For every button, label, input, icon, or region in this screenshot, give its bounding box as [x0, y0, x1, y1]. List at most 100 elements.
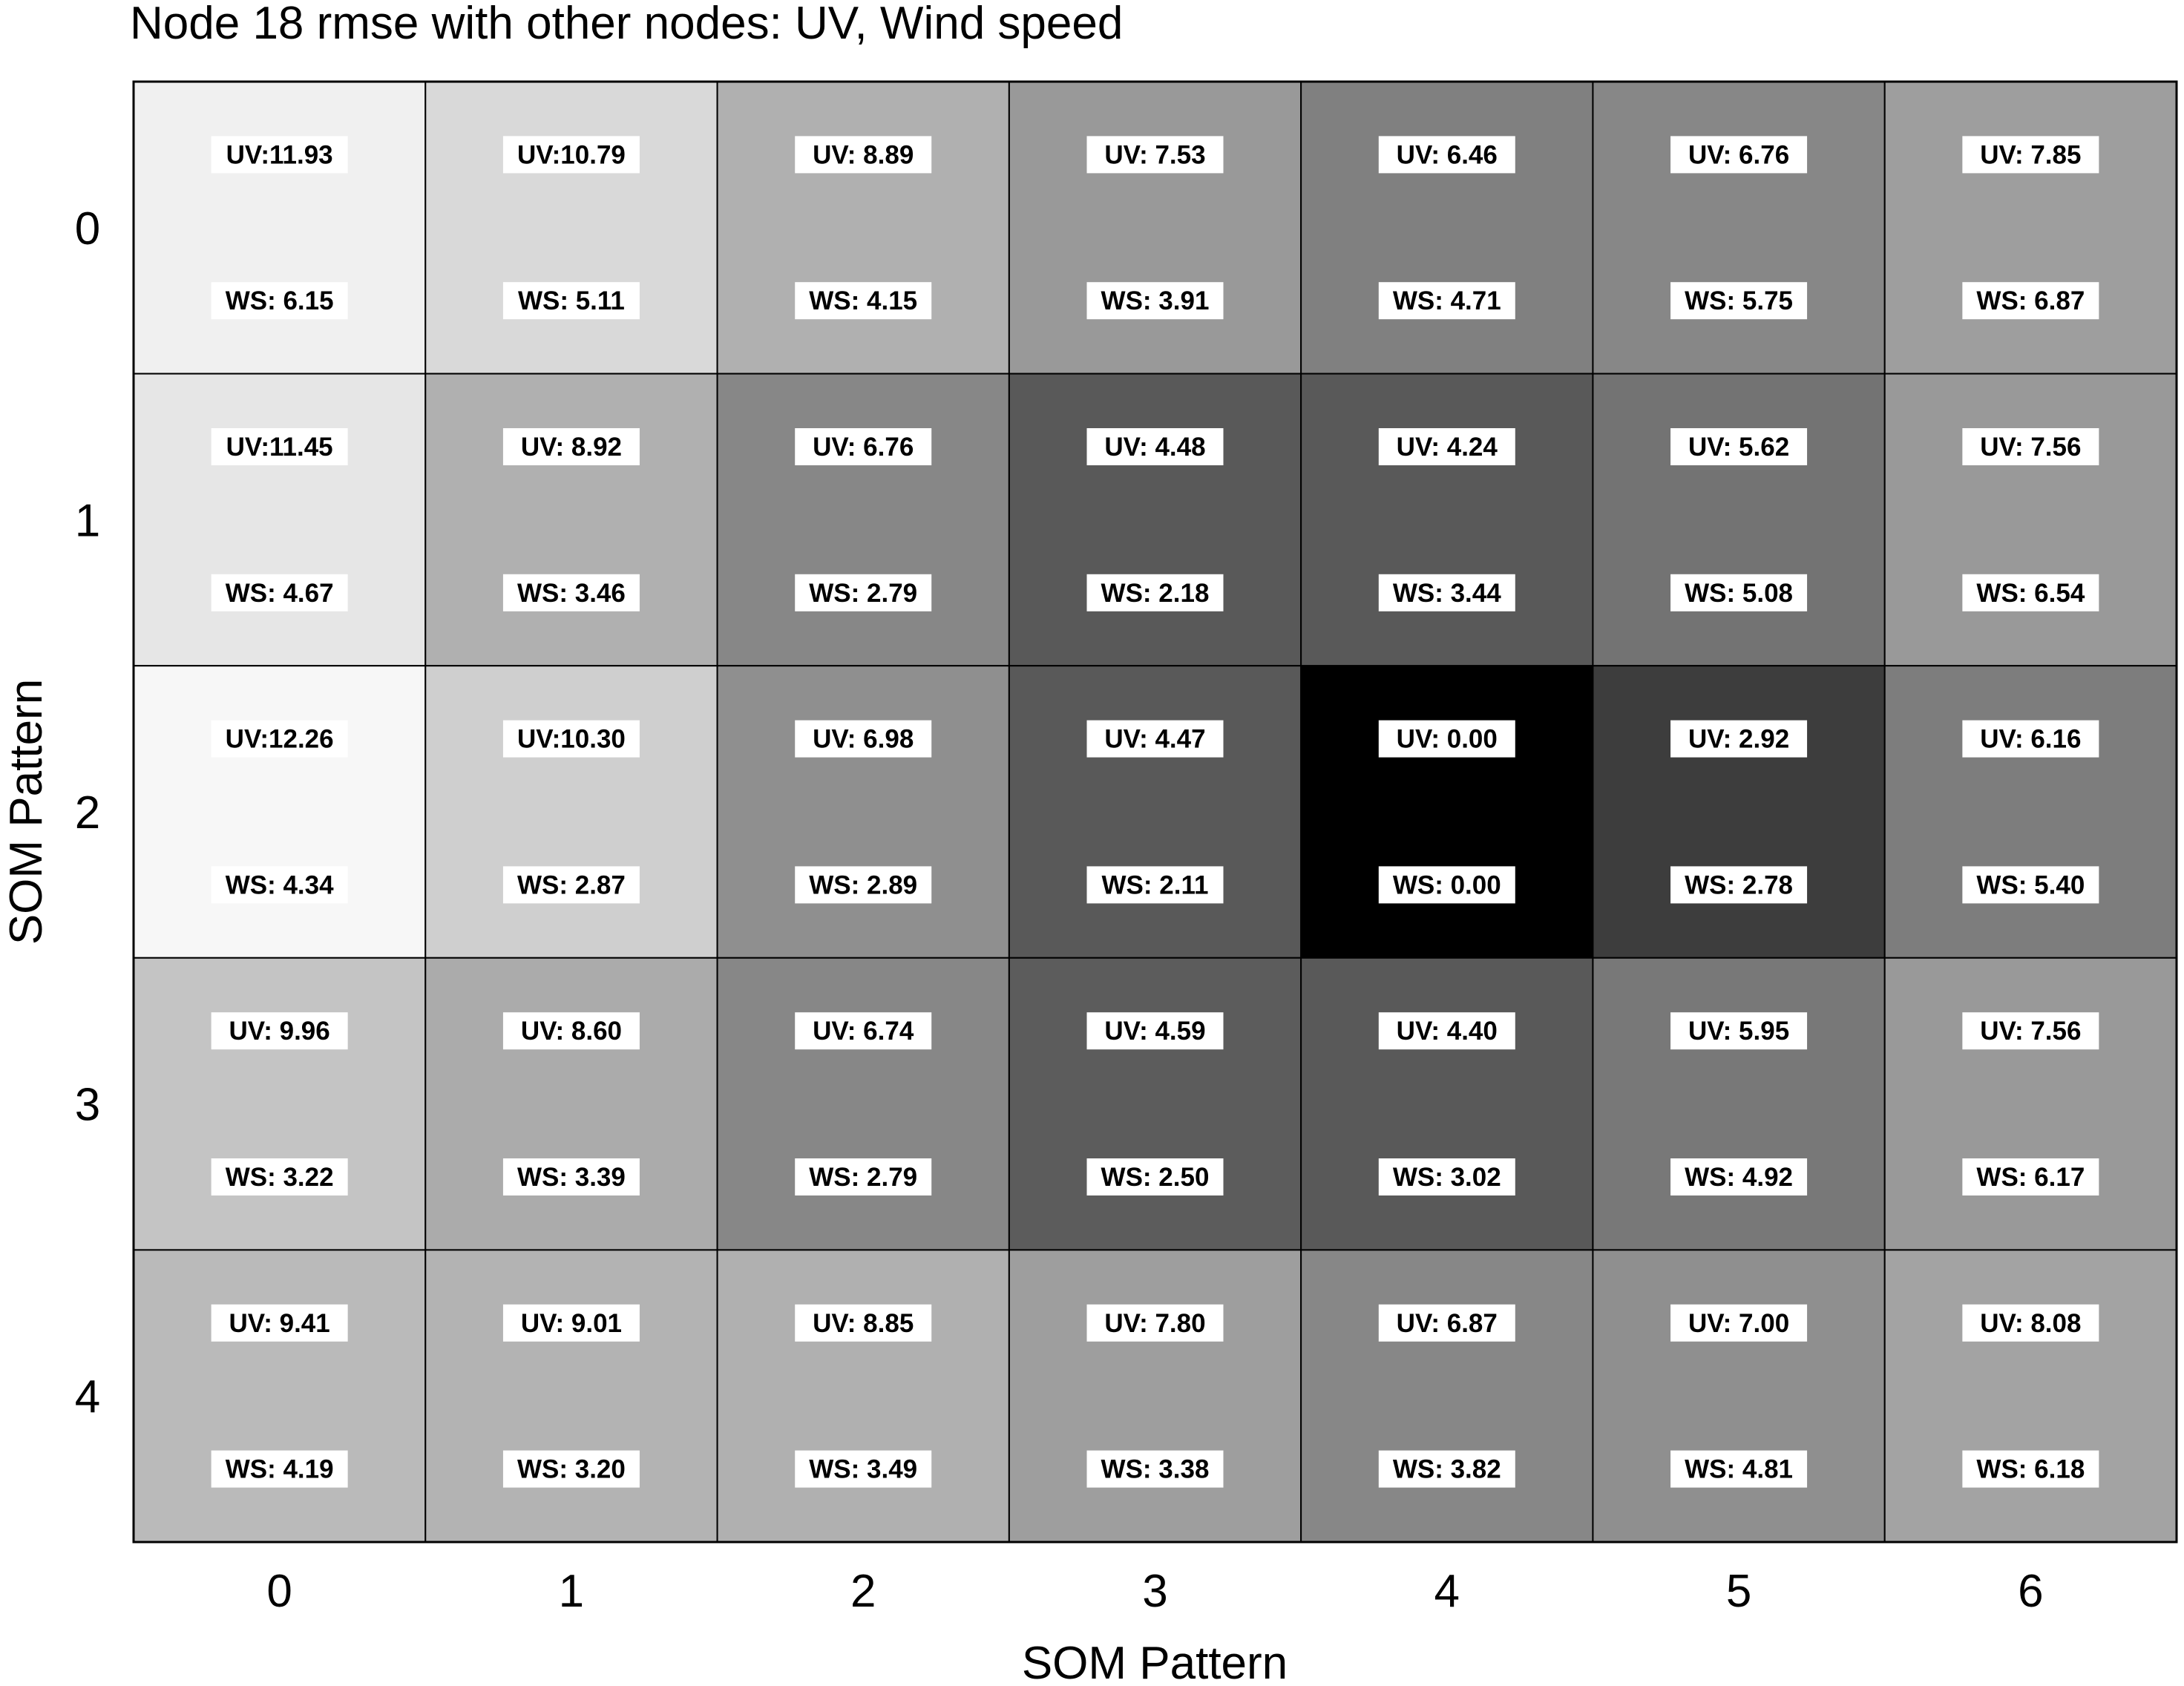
- x-tick-label: 3: [1142, 1566, 1167, 1617]
- ws-label: WS: 0.00: [1393, 870, 1501, 899]
- heatmap-cell: UV: 4.59 WS: 2.50: [1008, 957, 1302, 1251]
- ws-label: WS: 6.17: [1976, 1163, 2085, 1192]
- uv-label: UV: 2.92: [1688, 725, 1789, 754]
- heatmap-cell: UV:11.45 WS: 4.67: [133, 373, 427, 667]
- heatmap-cell: UV: 7.80 WS: 3.38: [1008, 1249, 1302, 1544]
- cell-rect: [1592, 373, 1886, 667]
- heatmap-cell: UV:12.26 WS: 4.34: [133, 665, 427, 959]
- ws-label-bg: [1962, 282, 2099, 320]
- uv-label: UV: 5.95: [1688, 1017, 1789, 1046]
- uv-label-bg: [1378, 428, 1515, 465]
- cell-rect: [1883, 665, 2178, 959]
- uv-label: UV: 4.24: [1397, 433, 1498, 462]
- cell-rect: [424, 957, 718, 1251]
- uv-label: UV: 4.47: [1104, 725, 1205, 754]
- cell-rect: [1592, 81, 1886, 375]
- cell-rect: [716, 957, 1010, 1251]
- x-tick-label: 0: [266, 1566, 292, 1617]
- cell-rect: [133, 373, 427, 667]
- ws-label-bg: [211, 574, 348, 611]
- ws-label-bg: [1962, 1450, 2099, 1488]
- y-tick-label: 3: [75, 1080, 100, 1131]
- uv-label-bg: [1962, 1012, 2099, 1050]
- ws-label: WS: 4.34: [226, 870, 334, 899]
- ws-label: WS: 5.11: [518, 286, 625, 315]
- cell-rect: [133, 957, 427, 1251]
- uv-label-bg: [1962, 1304, 2099, 1342]
- y-tick-label: 1: [75, 495, 100, 546]
- uv-label: UV: 5.62: [1688, 433, 1789, 462]
- ws-label-bg: [502, 282, 640, 320]
- uv-label-bg: [211, 136, 348, 174]
- y-tick-label: 0: [75, 203, 100, 255]
- cell-rect: [424, 373, 718, 667]
- ws-label-bg: [1670, 1158, 1808, 1195]
- uv-label: UV: 7.00: [1688, 1309, 1789, 1338]
- cell-rect: [1008, 957, 1302, 1251]
- ws-label: WS: 3.46: [517, 579, 626, 608]
- ws-label: WS: 4.67: [226, 579, 334, 608]
- ws-label: WS: 3.44: [1393, 579, 1501, 608]
- cell-rect: [1008, 81, 1302, 375]
- heatmap-cell: UV: 2.92 WS: 2.78: [1592, 665, 1886, 959]
- ws-label: WS: 2.78: [1685, 870, 1793, 899]
- ws-label-bg: [1378, 1450, 1515, 1488]
- uv-label-bg: [1378, 136, 1515, 174]
- uv-label-bg: [1962, 720, 2099, 758]
- ws-label-bg: [1378, 282, 1515, 320]
- cell-rect: [716, 373, 1010, 667]
- uv-label: UV: 6.98: [813, 725, 914, 754]
- ws-label-bg: [795, 866, 932, 904]
- ws-label-bg: [1086, 866, 1224, 904]
- heatmap-cells: UV:11.93 WS: 6.15 UV:10.79 WS: 5.11 UV: 8.89…: [133, 81, 2178, 1544]
- cell-rect: [716, 81, 1010, 375]
- ws-label: WS: 2.89: [809, 870, 917, 899]
- cell-rect: [1592, 957, 1886, 1251]
- ws-label: WS: 2.11: [1102, 870, 1209, 899]
- ws-label-bg: [1086, 282, 1224, 320]
- ws-label-bg: [502, 866, 640, 904]
- ws-label: WS: 6.54: [1976, 579, 2085, 608]
- cell-rect: [1883, 373, 2178, 667]
- ws-label: WS: 2.79: [809, 1163, 917, 1192]
- ws-label: WS: 2.87: [517, 870, 626, 899]
- ws-label: WS: 3.91: [1101, 286, 1210, 315]
- ws-label-bg: [1086, 1158, 1224, 1195]
- ws-label-bg: [795, 1450, 932, 1488]
- uv-label: UV: 8.85: [813, 1309, 914, 1338]
- heatmap-cell: UV: 5.62 WS: 5.08: [1592, 373, 1886, 667]
- ws-label-bg: [1670, 1450, 1808, 1488]
- cell-rect: [424, 665, 718, 959]
- uv-label: UV: 6.16: [1980, 725, 2081, 754]
- ws-label: WS: 3.82: [1393, 1455, 1501, 1484]
- plot-frame: [132, 80, 2178, 1544]
- uv-label-bg: [795, 428, 932, 465]
- uv-label: UV: 7.56: [1980, 1017, 2081, 1046]
- uv-label: UV: 4.48: [1104, 433, 1205, 462]
- ws-label: WS: 6.87: [1976, 286, 2085, 315]
- heatmap-cell: UV: 6.46 WS: 4.71: [1300, 81, 1594, 375]
- cell-rect: [133, 1249, 427, 1544]
- cell-rect: [716, 665, 1010, 959]
- uv-label-bg: [211, 428, 348, 465]
- x-tick-label: 5: [1726, 1566, 1751, 1617]
- ws-label: WS: 4.19: [226, 1455, 334, 1484]
- ws-label-bg: [795, 574, 932, 611]
- ws-label: WS: 6.15: [226, 286, 334, 315]
- uv-label: UV: 7.80: [1104, 1309, 1205, 1338]
- heatmap-cell: UV: 7.56 WS: 6.54: [1883, 373, 2178, 667]
- ws-label-bg: [502, 1158, 640, 1195]
- heatmap-cell: UV: 9.41 WS: 4.19: [133, 1249, 427, 1544]
- uv-label-bg: [502, 1304, 640, 1342]
- uv-label-bg: [1670, 1012, 1808, 1050]
- heatmap-cell: UV: 8.89 WS: 4.15: [716, 81, 1010, 375]
- heatmap-cell: UV:10.79 WS: 5.11: [424, 81, 718, 375]
- ws-label: WS: 5.08: [1685, 579, 1793, 608]
- cell-rect: [1300, 957, 1594, 1251]
- ws-label: WS: 2.50: [1101, 1163, 1210, 1192]
- uv-label: UV: 6.76: [813, 433, 914, 462]
- cell-rect: [1300, 1249, 1594, 1544]
- heatmap-cell: UV: 4.48 WS: 2.18: [1008, 373, 1302, 667]
- chart-title: Node 18 rmse with other nodes: UV, Wind …: [130, 0, 1123, 49]
